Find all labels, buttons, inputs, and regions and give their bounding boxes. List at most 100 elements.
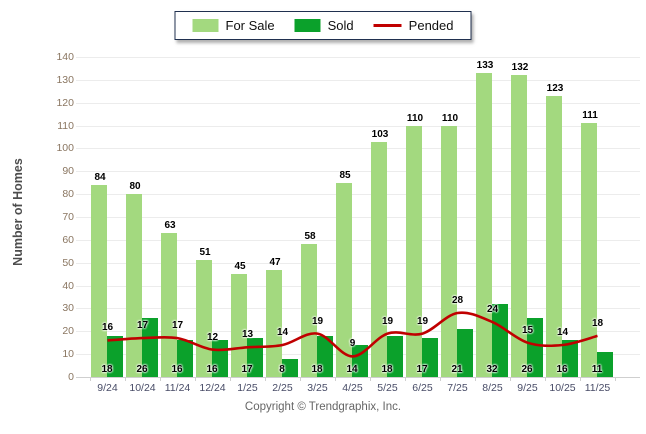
gridline	[76, 125, 640, 127]
copyright-text: Copyright © Trendgraphix, Inc.	[244, 401, 402, 413]
x-axis-tick	[370, 377, 371, 381]
for-sale-value-label: 123	[546, 82, 564, 94]
sold-bar	[527, 317, 543, 377]
x-axis-tick	[475, 377, 476, 381]
pended-line-path	[107, 311, 598, 358]
sold-value-label: 17	[416, 364, 428, 375]
for-sale-value-label: 45	[234, 261, 246, 273]
y-tick-label: 50	[62, 256, 74, 269]
sold-bar	[457, 329, 473, 377]
x-axis-labels: 9/24 10/24 11/24 12/24 1/25 2/25 3/25 4/25 5/25 6…	[90, 382, 615, 398]
sold-value-label: 32	[486, 364, 498, 375]
gridline	[76, 102, 640, 104]
x-tick-label: 8/25	[482, 382, 503, 394]
x-axis-tick	[335, 377, 336, 381]
for-sale-bar	[126, 194, 142, 377]
bars-area: 84 18 80 26 63 16 51 16 45 17 47 8 58 18 85 14 103 18 110 1…	[90, 57, 615, 377]
x-tick-label: 10/24	[129, 382, 156, 394]
x-axis-tick	[125, 377, 126, 381]
sold-value-label: 26	[521, 364, 533, 375]
x-tick-label: 9/25	[517, 382, 538, 394]
y-tick-label: 120	[56, 96, 74, 109]
x-tick-label: 10/25	[549, 382, 576, 394]
y-tick-label: 0	[68, 371, 74, 383]
pended-line-swatch-icon	[373, 24, 402, 27]
for-sale-value-label: 47	[269, 256, 281, 268]
legend-item-sold: Sold	[294, 18, 354, 33]
sold-value-label: 11	[591, 364, 603, 375]
y-tick-label: 40	[62, 279, 74, 292]
for-sale-bar	[511, 75, 527, 377]
for-sale-value-label: 133	[476, 60, 494, 71]
y-tick-label: 110	[57, 119, 74, 132]
x-tick-label: 7/25	[447, 382, 468, 394]
x-axis-line	[76, 377, 640, 378]
y-tick-label: 30	[62, 302, 74, 315]
for-sale-bar	[301, 244, 317, 377]
month-cluster: 58 18	[301, 57, 334, 377]
for-sale-bar	[581, 123, 597, 377]
for-sale-bar	[231, 274, 247, 377]
sold-bar	[492, 303, 508, 377]
x-axis-tick	[440, 377, 441, 381]
gridline	[76, 217, 640, 218]
sold-value-label: 16	[556, 364, 568, 375]
x-tick-label: 11/25	[584, 382, 611, 394]
for-sale-value-label: 110	[441, 112, 459, 124]
for-sale-value-label: 132	[511, 62, 529, 74]
sold-bar	[107, 335, 123, 377]
sold-bar	[282, 358, 298, 377]
legend-item-pended: Pended	[373, 18, 454, 33]
gridline	[76, 308, 640, 310]
y-tick-label: 80	[62, 188, 74, 201]
x-tick-label: 4/25	[342, 382, 363, 394]
x-axis-tick	[615, 377, 616, 381]
for-sale-bar	[546, 95, 562, 377]
gridline	[76, 285, 640, 287]
y-tick-label: 140	[56, 51, 74, 63]
month-cluster: 133 32	[476, 57, 509, 377]
sold-bar	[597, 351, 613, 377]
sold-value-label: 21	[451, 364, 463, 375]
y-axis-labels: 0 10 20 30 40 50 60 70 80 90 100 110 120 130 140	[38, 51, 74, 383]
sold-value-label: 16	[171, 364, 183, 375]
sold-bar	[142, 317, 158, 377]
x-axis-tick	[195, 377, 196, 381]
for-sale-swatch-icon	[192, 19, 219, 32]
x-axis-tick	[300, 377, 301, 381]
sold-value-label: 18	[101, 364, 113, 375]
for-sale-bar	[266, 269, 282, 377]
gridline	[76, 171, 640, 173]
sold-bar	[177, 340, 193, 377]
for-sale-value-label: 111	[582, 110, 598, 122]
x-axis-tick	[545, 377, 546, 381]
for-sale-bar	[161, 233, 177, 377]
month-cluster: 132 26	[511, 57, 544, 377]
for-sale-value-label: 80	[129, 181, 141, 193]
for-sale-value-label: 110	[406, 112, 424, 124]
sold-value-label: 14	[346, 364, 358, 375]
x-tick-label: 3/25	[307, 382, 328, 394]
y-tick-label: 10	[62, 348, 74, 361]
legend-label-for-sale: For Sale	[225, 18, 275, 33]
gridline	[76, 262, 640, 264]
x-axis-tick	[160, 377, 161, 381]
for-sale-value-label: 58	[304, 231, 316, 243]
gridline	[76, 239, 640, 241]
x-tick-label: 1/25	[237, 382, 258, 394]
month-cluster: 63 16	[161, 57, 194, 377]
month-cluster: 123 16	[546, 57, 579, 377]
sold-bar	[562, 340, 578, 377]
y-tick-label: 100	[56, 142, 74, 155]
sold-value-label: 17	[241, 364, 253, 375]
for-sale-bar	[406, 125, 422, 377]
sold-value-label: 26	[136, 364, 148, 375]
month-cluster: 110 17	[406, 57, 439, 377]
sold-bar	[387, 335, 403, 377]
legend-label-pended: Pended	[408, 18, 454, 33]
x-axis-tick	[230, 377, 231, 381]
y-tick-label: 60	[62, 233, 74, 246]
x-axis-tick	[90, 377, 91, 381]
sold-value-label: 18	[381, 364, 393, 375]
gridline	[76, 194, 640, 196]
